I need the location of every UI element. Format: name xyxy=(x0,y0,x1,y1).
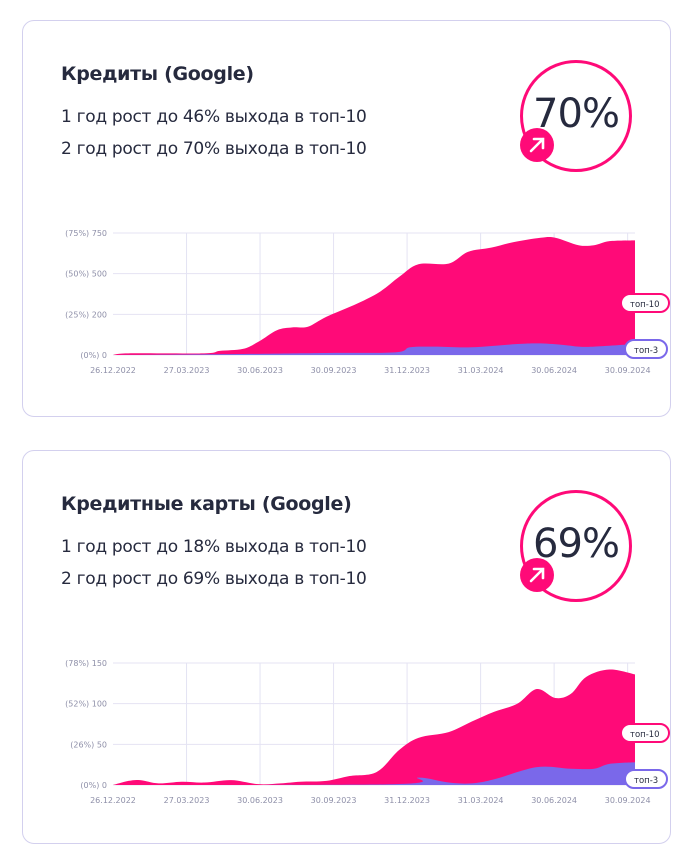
growth-year-2: 2 год рост до 70% выхода в топ-10 xyxy=(61,139,367,159)
x-tick-label: 31.12.2023 xyxy=(384,366,430,375)
card-credit-cards: Кредитные карты (Google) 1 год рост до 1… xyxy=(22,450,671,844)
y-tick-label: (78%) 150 xyxy=(65,659,107,668)
y-tick-label: (0%) 0 xyxy=(80,351,107,360)
arrow-up-right-icon xyxy=(520,558,554,592)
y-tick-label: (75%) 750 xyxy=(65,229,107,238)
percent-ring: 69% xyxy=(520,490,632,602)
growth-year-2: 2 год рост до 69% выхода в топ-10 xyxy=(61,569,367,589)
card-title: Кредиты (Google) xyxy=(61,63,254,85)
growth-year-1: 1 год рост до 46% выхода в топ-10 xyxy=(61,107,367,127)
x-tick-label: 30.09.2024 xyxy=(605,796,651,805)
arrow-up-right-icon xyxy=(520,128,554,162)
area-chart: (0%) 0 (26%) 50 (52%) 100 (78%) 150 26.12.20… xyxy=(65,659,651,805)
x-tick-label: 31.03.2024 xyxy=(458,366,504,375)
x-tick-label: 27.03.2023 xyxy=(164,366,210,375)
y-tick-label: (25%) 200 xyxy=(65,310,107,319)
x-tick-label: 30.06.2024 xyxy=(531,796,577,805)
x-tick-label: 30.06.2024 xyxy=(531,366,577,375)
percent-value: 69% xyxy=(533,521,620,567)
y-tick-label: (50%) 500 xyxy=(65,270,107,279)
legend-top3: топ-3 xyxy=(624,769,669,789)
area-series-top3 xyxy=(113,343,635,355)
growth-year-1: 1 год рост до 18% выхода в топ-10 xyxy=(61,537,367,557)
legend-top10: топ-10 xyxy=(620,723,670,743)
y-tick-label: (52%) 100 xyxy=(65,700,107,709)
card-loans: Кредиты (Google) 1 год рост до 46% выход… xyxy=(22,20,671,417)
x-tick-label: 30.09.2023 xyxy=(311,796,357,805)
x-tick-label: 27.03.2023 xyxy=(164,796,210,805)
percent-value: 70% xyxy=(533,91,620,137)
y-tick-label: (26%) 50 xyxy=(70,740,107,749)
x-tick-label: 30.06.2023 xyxy=(237,366,283,375)
area-series-top10 xyxy=(113,236,635,355)
x-tick-label: 30.09.2023 xyxy=(311,366,357,375)
x-tick-label: 30.06.2023 xyxy=(237,796,283,805)
legend-top3: топ-3 xyxy=(624,339,669,359)
area-series-top10 xyxy=(113,669,635,785)
percent-ring: 70% xyxy=(520,60,632,172)
x-tick-label: 31.03.2024 xyxy=(458,796,504,805)
x-tick-label: 31.12.2023 xyxy=(384,796,430,805)
x-tick-label: 26.12.2022 xyxy=(90,796,136,805)
x-tick-label: 30.09.2024 xyxy=(605,366,651,375)
card-title: Кредитные карты (Google) xyxy=(61,493,352,515)
legend-top10: топ-10 xyxy=(620,293,670,313)
x-tick-label: 26.12.2022 xyxy=(90,366,136,375)
area-chart: (0%) 0 (25%) 200 (50%) 500 (75%) 750 26.12.2… xyxy=(65,229,651,375)
area-series-top3 xyxy=(113,762,635,786)
y-tick-label: (0%) 0 xyxy=(80,781,107,790)
